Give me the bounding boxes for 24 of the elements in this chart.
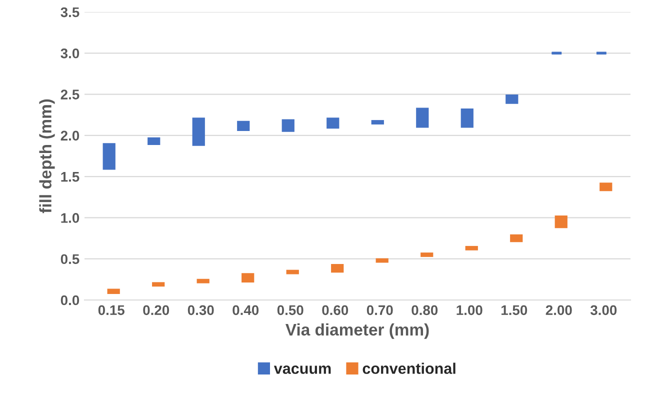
x-tick-label: 0.20	[143, 305, 170, 316]
y-tick-label: 2.0	[60, 130, 80, 141]
x-tick-label: 0.60	[322, 305, 348, 316]
x-tick-label: 0.40	[232, 305, 259, 316]
y-tick-label: 0.0	[60, 295, 80, 306]
x-tick-label: 2.00	[546, 305, 572, 316]
y-tick-label: 0.5	[60, 254, 80, 264]
x-axis-title: Via diameter (mm)	[286, 323, 429, 339]
y-tick-label: 1.0	[61, 213, 80, 223]
x-tick-label: 0.80	[412, 305, 438, 316]
y-tick-label: 1.5	[61, 172, 80, 182]
y-tick-label: 3.0	[60, 48, 80, 58]
x-tick-label: 0.50	[277, 305, 304, 316]
x-tick-label: 3.00	[590, 305, 617, 316]
y-tick-label: 3.5	[60, 7, 80, 18]
x-tick-label: 0.15	[98, 305, 124, 316]
y-axis-title: fill depth (mm)	[39, 99, 55, 214]
x-tick-label: 1.00	[456, 305, 482, 316]
x-tick-label: 0.70	[366, 305, 393, 316]
legend-label: conventional	[362, 362, 456, 374]
x-tick-label: 0.30	[188, 305, 214, 316]
x-tick-label: 1.50	[502, 305, 528, 316]
y-tick-label: 2.5	[60, 90, 80, 100]
legend-label: vacuum	[274, 366, 331, 374]
